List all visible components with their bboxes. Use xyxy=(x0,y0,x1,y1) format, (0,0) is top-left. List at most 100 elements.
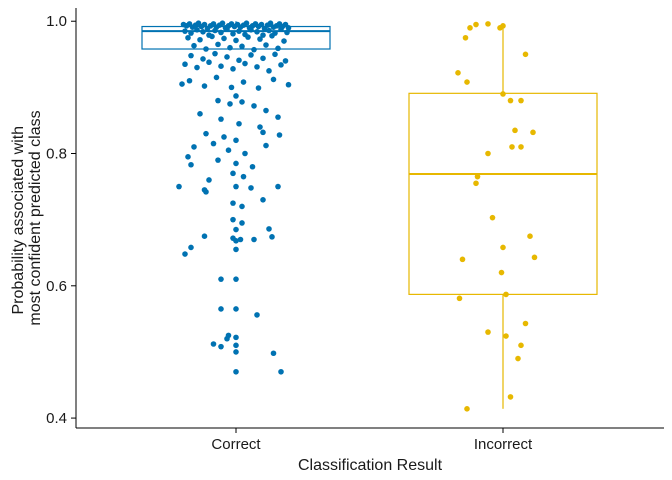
data-point xyxy=(284,29,290,36)
y-tick-label: 0.8 xyxy=(46,146,67,163)
data-point xyxy=(282,58,289,64)
data-point xyxy=(285,81,292,88)
data-point xyxy=(248,52,254,58)
data-point xyxy=(260,32,266,38)
y-axis-title-line-2: most confident predicted class xyxy=(27,110,44,325)
data-point xyxy=(527,233,533,239)
y-ticks: 0.4 0.6 0.8 1.0 xyxy=(46,13,76,427)
data-point xyxy=(230,30,236,37)
data-point xyxy=(224,54,230,60)
data-point xyxy=(201,233,208,239)
data-point xyxy=(233,37,239,44)
data-point xyxy=(258,21,265,28)
data-point xyxy=(221,134,227,140)
data-point xyxy=(233,238,239,244)
data-point xyxy=(503,333,509,339)
data-point xyxy=(203,189,209,195)
data-point xyxy=(269,234,275,240)
data-point xyxy=(278,26,284,32)
points-incorrect xyxy=(455,21,538,412)
data-point xyxy=(251,46,257,53)
data-point xyxy=(194,64,200,71)
points-correct xyxy=(176,20,292,375)
data-point xyxy=(203,46,209,52)
data-point xyxy=(272,51,278,58)
data-point xyxy=(225,147,232,154)
data-point xyxy=(203,130,209,137)
data-point xyxy=(218,343,224,350)
data-point xyxy=(230,170,236,177)
plot-area xyxy=(141,20,598,412)
data-point xyxy=(201,21,208,28)
data-point xyxy=(215,157,221,163)
data-point xyxy=(239,99,245,105)
data-point xyxy=(240,79,247,85)
data-point xyxy=(275,183,281,190)
data-point xyxy=(176,183,182,190)
data-point xyxy=(245,34,251,40)
data-point xyxy=(278,368,284,375)
data-point xyxy=(185,154,191,160)
data-point xyxy=(182,61,188,68)
data-point xyxy=(233,349,239,355)
data-point xyxy=(236,120,242,127)
data-point xyxy=(485,329,491,335)
data-point xyxy=(518,144,524,150)
data-point xyxy=(243,20,250,27)
data-point xyxy=(497,25,503,31)
data-point xyxy=(473,21,479,28)
data-point xyxy=(263,142,269,149)
data-point xyxy=(269,32,275,39)
data-point xyxy=(255,85,262,91)
data-point xyxy=(240,173,247,180)
data-point xyxy=(237,236,244,243)
data-point xyxy=(230,200,236,206)
data-point xyxy=(188,30,194,36)
data-point xyxy=(509,144,515,150)
data-point xyxy=(254,64,260,70)
data-point xyxy=(191,144,197,150)
x-ticks: Correct Incorrect xyxy=(211,428,533,453)
data-point xyxy=(512,127,518,134)
data-point xyxy=(219,20,226,27)
data-point xyxy=(209,33,215,40)
data-point xyxy=(242,60,248,67)
data-point xyxy=(518,342,524,349)
data-point xyxy=(266,27,272,34)
data-point xyxy=(228,84,235,91)
data-point xyxy=(266,68,272,74)
data-point xyxy=(507,97,514,104)
data-point xyxy=(239,203,245,210)
y-tick-label: 1.0 xyxy=(46,13,67,30)
data-point xyxy=(500,244,506,251)
data-point xyxy=(212,27,218,34)
data-point xyxy=(467,25,473,31)
data-point xyxy=(242,150,248,157)
data-point xyxy=(270,350,277,357)
data-point xyxy=(248,27,254,33)
data-point xyxy=(275,114,281,120)
data-point xyxy=(473,180,479,187)
data-point xyxy=(212,50,218,57)
data-point xyxy=(489,214,496,221)
data-point xyxy=(233,137,239,144)
data-point xyxy=(248,185,254,191)
data-point xyxy=(218,63,224,70)
data-point xyxy=(191,42,197,49)
data-point xyxy=(233,368,239,375)
data-point xyxy=(197,111,203,117)
data-point xyxy=(455,70,461,76)
box-group-incorrect xyxy=(408,23,598,409)
data-point xyxy=(206,177,212,183)
data-point xyxy=(233,276,239,282)
data-point xyxy=(215,97,221,104)
data-point xyxy=(179,81,185,87)
data-point xyxy=(233,226,239,233)
data-point xyxy=(188,244,194,251)
x-tick-label: Incorrect xyxy=(474,436,533,453)
data-point xyxy=(254,29,260,35)
data-point xyxy=(462,34,469,41)
box xyxy=(408,92,598,295)
data-point xyxy=(485,21,491,27)
